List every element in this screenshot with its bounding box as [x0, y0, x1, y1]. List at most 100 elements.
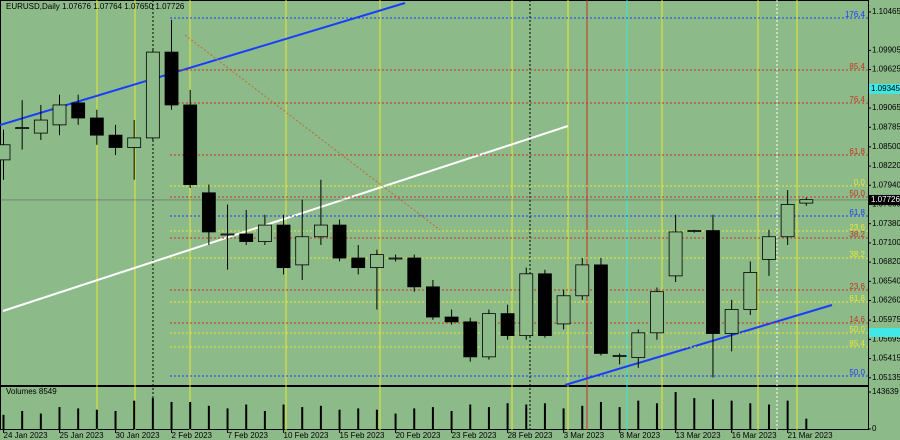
candle-body [108, 134, 123, 148]
candle-body [706, 230, 720, 334]
candle-body [239, 233, 254, 242]
candle-body [276, 224, 291, 269]
candle-body [89, 117, 104, 136]
x-tick-label: 24 Jan 2023 [4, 431, 49, 440]
candle-body [426, 286, 440, 318]
candle-body [631, 332, 646, 358]
trend-line [184, 34, 441, 231]
candle-body [594, 264, 608, 354]
y-tick-label: 1.09625 [872, 65, 900, 74]
trend-line [564, 304, 833, 386]
candle-body [15, 127, 30, 130]
y-tick-label: 1.10465 [872, 7, 900, 16]
level-label: 23.6 [849, 282, 865, 291]
candle-body [500, 313, 515, 336]
level-label: 23.6 [849, 223, 865, 232]
trend-lines [0, 2, 833, 386]
level-label: 50.0 [849, 325, 865, 334]
candle-body [295, 236, 310, 266]
x-tick-label: 13 Mar 2023 [676, 431, 721, 440]
candle-body [0, 144, 11, 161]
cyan-box [869, 328, 900, 337]
y-tick-label: 1.07380 [872, 219, 900, 228]
candle-body [724, 309, 739, 334]
x-tick-label: 28 Feb 2023 [508, 431, 553, 440]
x-tick-label: 2 Feb 2023 [172, 431, 213, 440]
volume-tick-label: 143639 [872, 387, 899, 396]
candle-body [369, 254, 384, 269]
y-tick-label: 1.07100 [872, 238, 900, 247]
y-tick-label: 1.09905 [872, 45, 900, 54]
y-tick-label: 1.05695 [872, 334, 900, 343]
candle-body [799, 199, 814, 204]
candle-body [538, 273, 552, 336]
level-label: 85.4 [849, 62, 865, 71]
candle-body [668, 231, 683, 277]
x-tick-label: 15 Feb 2023 [340, 431, 385, 440]
level-label: 76.4 [849, 95, 865, 104]
candle-body [164, 51, 179, 106]
candle-body [201, 192, 216, 233]
candle-body [612, 355, 627, 357]
level-label: 61.8 [849, 294, 865, 303]
marked-price-label: 1.09345 [871, 84, 900, 93]
candle-body [482, 313, 496, 358]
vertical-lines [96, 0, 798, 430]
level-label: 176.4 [845, 10, 866, 19]
x-tick-label: 10 Feb 2023 [284, 431, 329, 440]
candle-body [575, 264, 590, 297]
candle-body [407, 257, 422, 288]
x-tick-label: 3 Mar 2023 [564, 431, 605, 440]
y-tick-label: 1.06540 [872, 276, 900, 285]
trend-line [2, 125, 569, 312]
y-tick-label: 1.06260 [872, 296, 900, 305]
x-tick-label: 30 Jan 2023 [116, 431, 161, 440]
trend-line [0, 2, 406, 126]
level-label: 14.6 [849, 315, 865, 324]
volume-pane-frame [0, 386, 869, 430]
level-label: 50.0 [849, 189, 865, 198]
level-label: 61.8 [849, 147, 865, 156]
candle-body [313, 224, 328, 238]
candle-body [650, 291, 664, 334]
last-price-box [869, 194, 900, 205]
x-tick-label: 16 Mar 2023 [732, 431, 777, 440]
candle-body [556, 295, 571, 325]
level-label: 38.2 [849, 250, 865, 259]
candle-body [743, 272, 758, 310]
y-tick-label: 1.06820 [872, 257, 900, 266]
y-tick-label: 1.09065 [872, 103, 900, 112]
volume-title: Volumes 8549 [6, 387, 57, 396]
y-tick-label: 1.08220 [872, 161, 900, 170]
volume-tick-label: 0 [872, 424, 877, 433]
candle-body [71, 102, 86, 119]
candle-body [463, 321, 478, 358]
candle-body [762, 236, 776, 260]
candle-body [52, 104, 67, 126]
x-tick-label: 8 Mar 2023 [620, 431, 661, 440]
y-tick-label: 1.08500 [872, 142, 900, 151]
candle-body [388, 257, 403, 260]
level-label: 85.4 [849, 339, 865, 348]
y-tick-label: 1.07940 [872, 180, 900, 189]
candle-body [780, 204, 795, 238]
candle-body [220, 233, 235, 236]
last-price-label: 1.07726 [871, 195, 900, 204]
y-tick-label: 1.05415 [872, 354, 900, 363]
candle-body [145, 51, 160, 139]
level-label: 0.0 [854, 178, 866, 187]
price-pane-frame [0, 0, 869, 386]
level-label: 50.0 [849, 368, 865, 377]
level-label: 38.2 [849, 230, 865, 239]
candle-body [687, 230, 702, 232]
y-tick-label: 1.08785 [872, 122, 900, 131]
candle-body [332, 224, 347, 259]
x-tick-label: 20 Feb 2023 [396, 431, 441, 440]
y-tick-label: 1.05975 [872, 315, 900, 324]
x-tick-label: 23 Feb 2023 [452, 431, 497, 440]
candle-body [183, 104, 198, 185]
candle-body [444, 316, 459, 323]
chart-title: EURUSD,Daily 1.07676 1.07764 1.07650 1.0… [6, 2, 185, 11]
candle-body [33, 119, 48, 134]
